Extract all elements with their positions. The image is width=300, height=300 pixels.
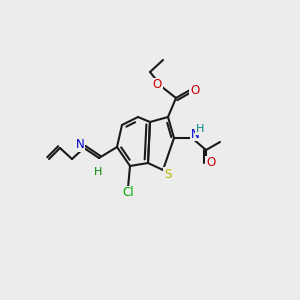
Text: S: S	[164, 167, 172, 181]
Text: O: O	[206, 157, 216, 169]
Text: H: H	[94, 167, 102, 177]
Text: H: H	[196, 124, 204, 134]
Text: O: O	[152, 79, 162, 92]
Text: N: N	[190, 128, 200, 140]
Text: N: N	[76, 139, 84, 152]
Text: Cl: Cl	[122, 187, 134, 200]
Text: O: O	[190, 83, 200, 97]
